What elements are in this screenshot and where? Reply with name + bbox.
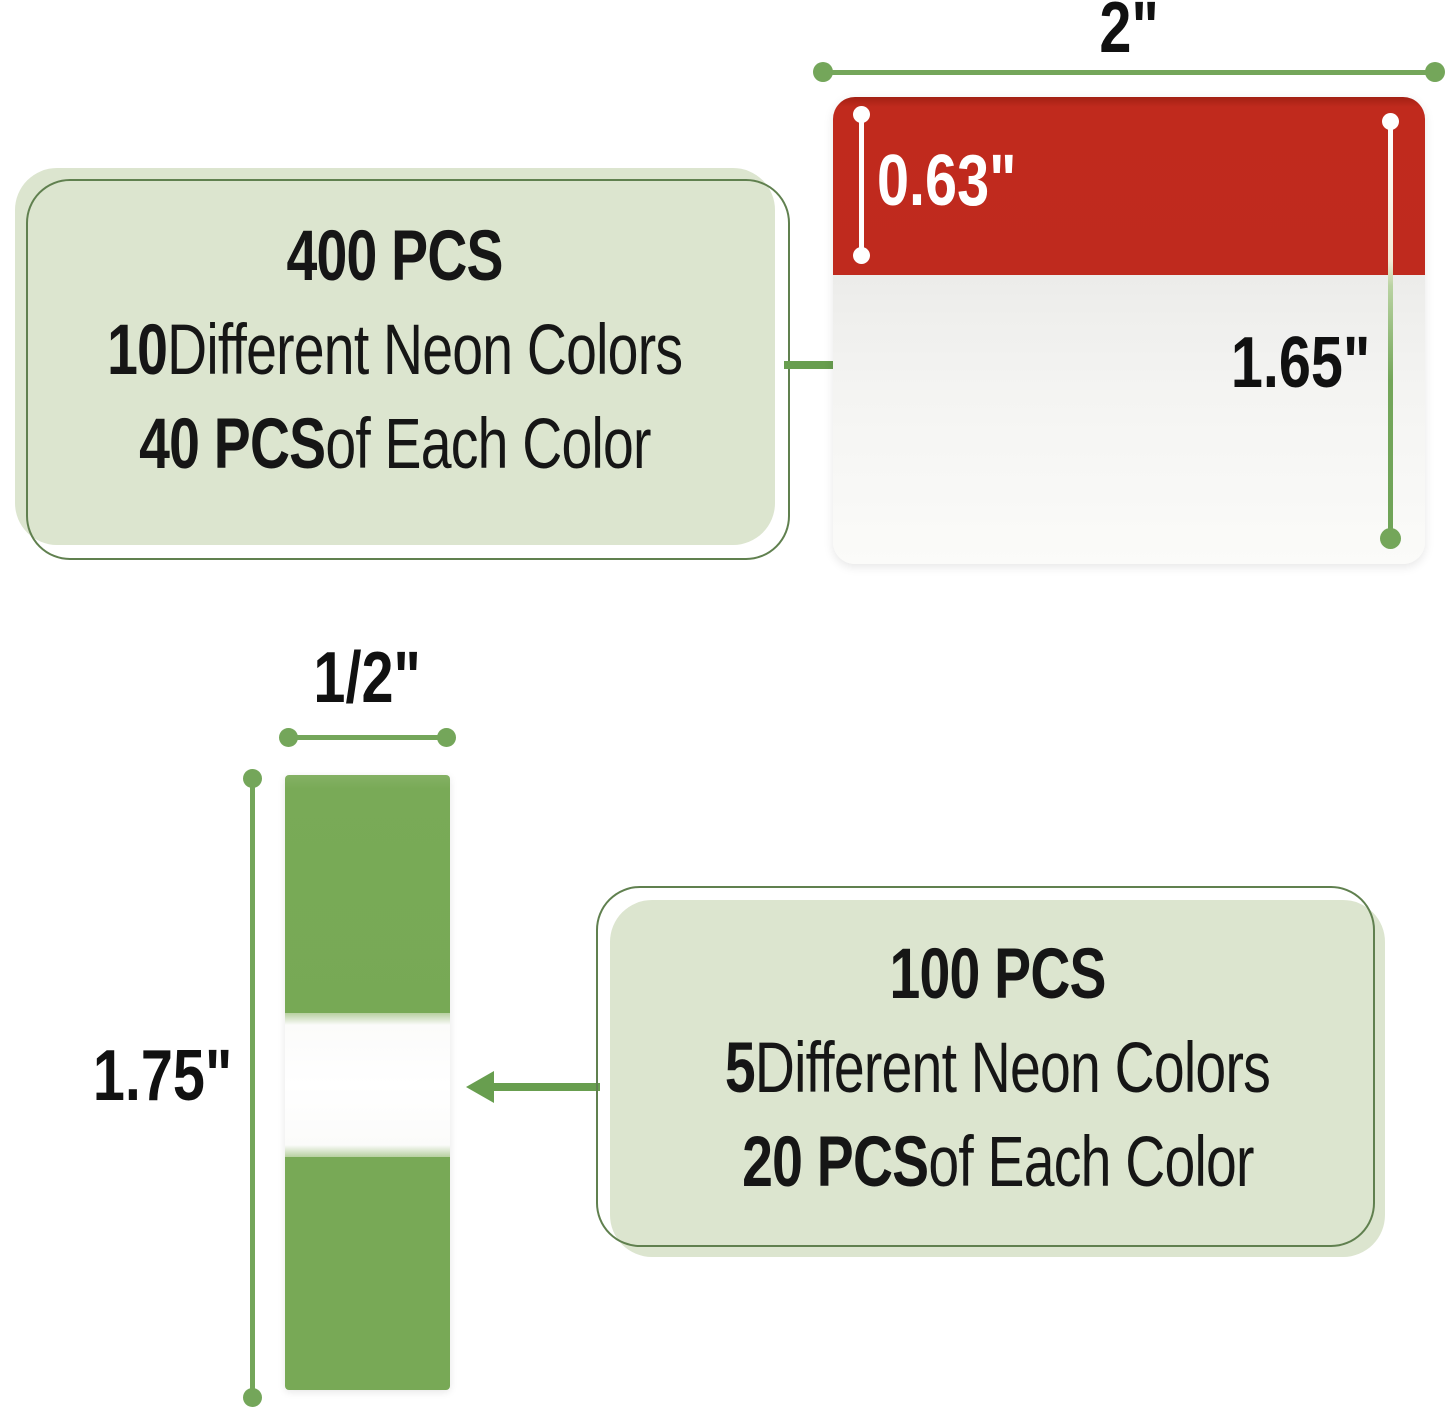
- small-flag-tab: [285, 775, 450, 1390]
- top-info-box: 400 PCS 10 Different Neon Colors 40 PCS …: [15, 168, 790, 560]
- top-info-box-outline: [26, 179, 790, 560]
- flag-width-dimension-label: 1/2": [313, 638, 422, 718]
- dimension-endpoint-dot: [243, 769, 262, 788]
- flag-height-dimension-line: [250, 777, 255, 1398]
- arrow-right-line: [784, 361, 860, 369]
- tab-red-header: [833, 97, 1425, 275]
- total-height-dimension-line: [1388, 121, 1393, 537]
- red-height-dimension-label: 0.63": [877, 141, 1017, 221]
- piece-count-label: 100 PCS: [889, 935, 1106, 1014]
- flag-height-dimension-label: 1.75": [92, 1036, 232, 1116]
- arrow-left-line: [492, 1083, 600, 1091]
- large-index-tab: 0.63" 1.65": [833, 97, 1425, 564]
- color-count-label: 10 Different Neon Colors: [107, 311, 683, 390]
- dimension-endpoint-dot: [243, 1388, 262, 1407]
- arrow-left-icon: [466, 1071, 494, 1103]
- red-height-dimension-line: [859, 114, 864, 256]
- dimension-endpoint-dot: [853, 247, 870, 264]
- dimension-endpoint-dot: [813, 62, 833, 82]
- dimension-endpoint-dot: [279, 728, 298, 747]
- per-color-count-label: 20 PCS of Each Color: [741, 1123, 1254, 1202]
- color-count-label: 5 Different Neon Colors: [724, 1029, 1271, 1108]
- bottom-info-box-outline: [596, 886, 1375, 1247]
- tab-white-body: [833, 275, 1425, 564]
- dimension-endpoint-dot: [1425, 62, 1445, 82]
- flag-green-top: [285, 775, 450, 1013]
- piece-count-label: 400 PCS: [286, 217, 504, 296]
- dimension-endpoint-dot: [1380, 528, 1401, 549]
- dimension-endpoint-dot: [1382, 113, 1399, 130]
- tab-width-dimension-label: 2": [1099, 0, 1159, 68]
- dimension-endpoint-dot: [853, 106, 870, 123]
- flag-green-bottom: [285, 1157, 450, 1390]
- flag-width-dimension-line: [287, 735, 447, 740]
- per-color-count-label: 40 PCS of Each Color: [139, 405, 651, 484]
- bottom-info-box: 100 PCS 5 Different Neon Colors 20 PCS o…: [596, 886, 1385, 1257]
- flag-white-middle: [285, 1013, 450, 1157]
- total-height-dimension-label: 1.65": [1230, 323, 1370, 403]
- dimension-endpoint-dot: [437, 728, 456, 747]
- tab-width-dimension-line: [822, 70, 1436, 75]
